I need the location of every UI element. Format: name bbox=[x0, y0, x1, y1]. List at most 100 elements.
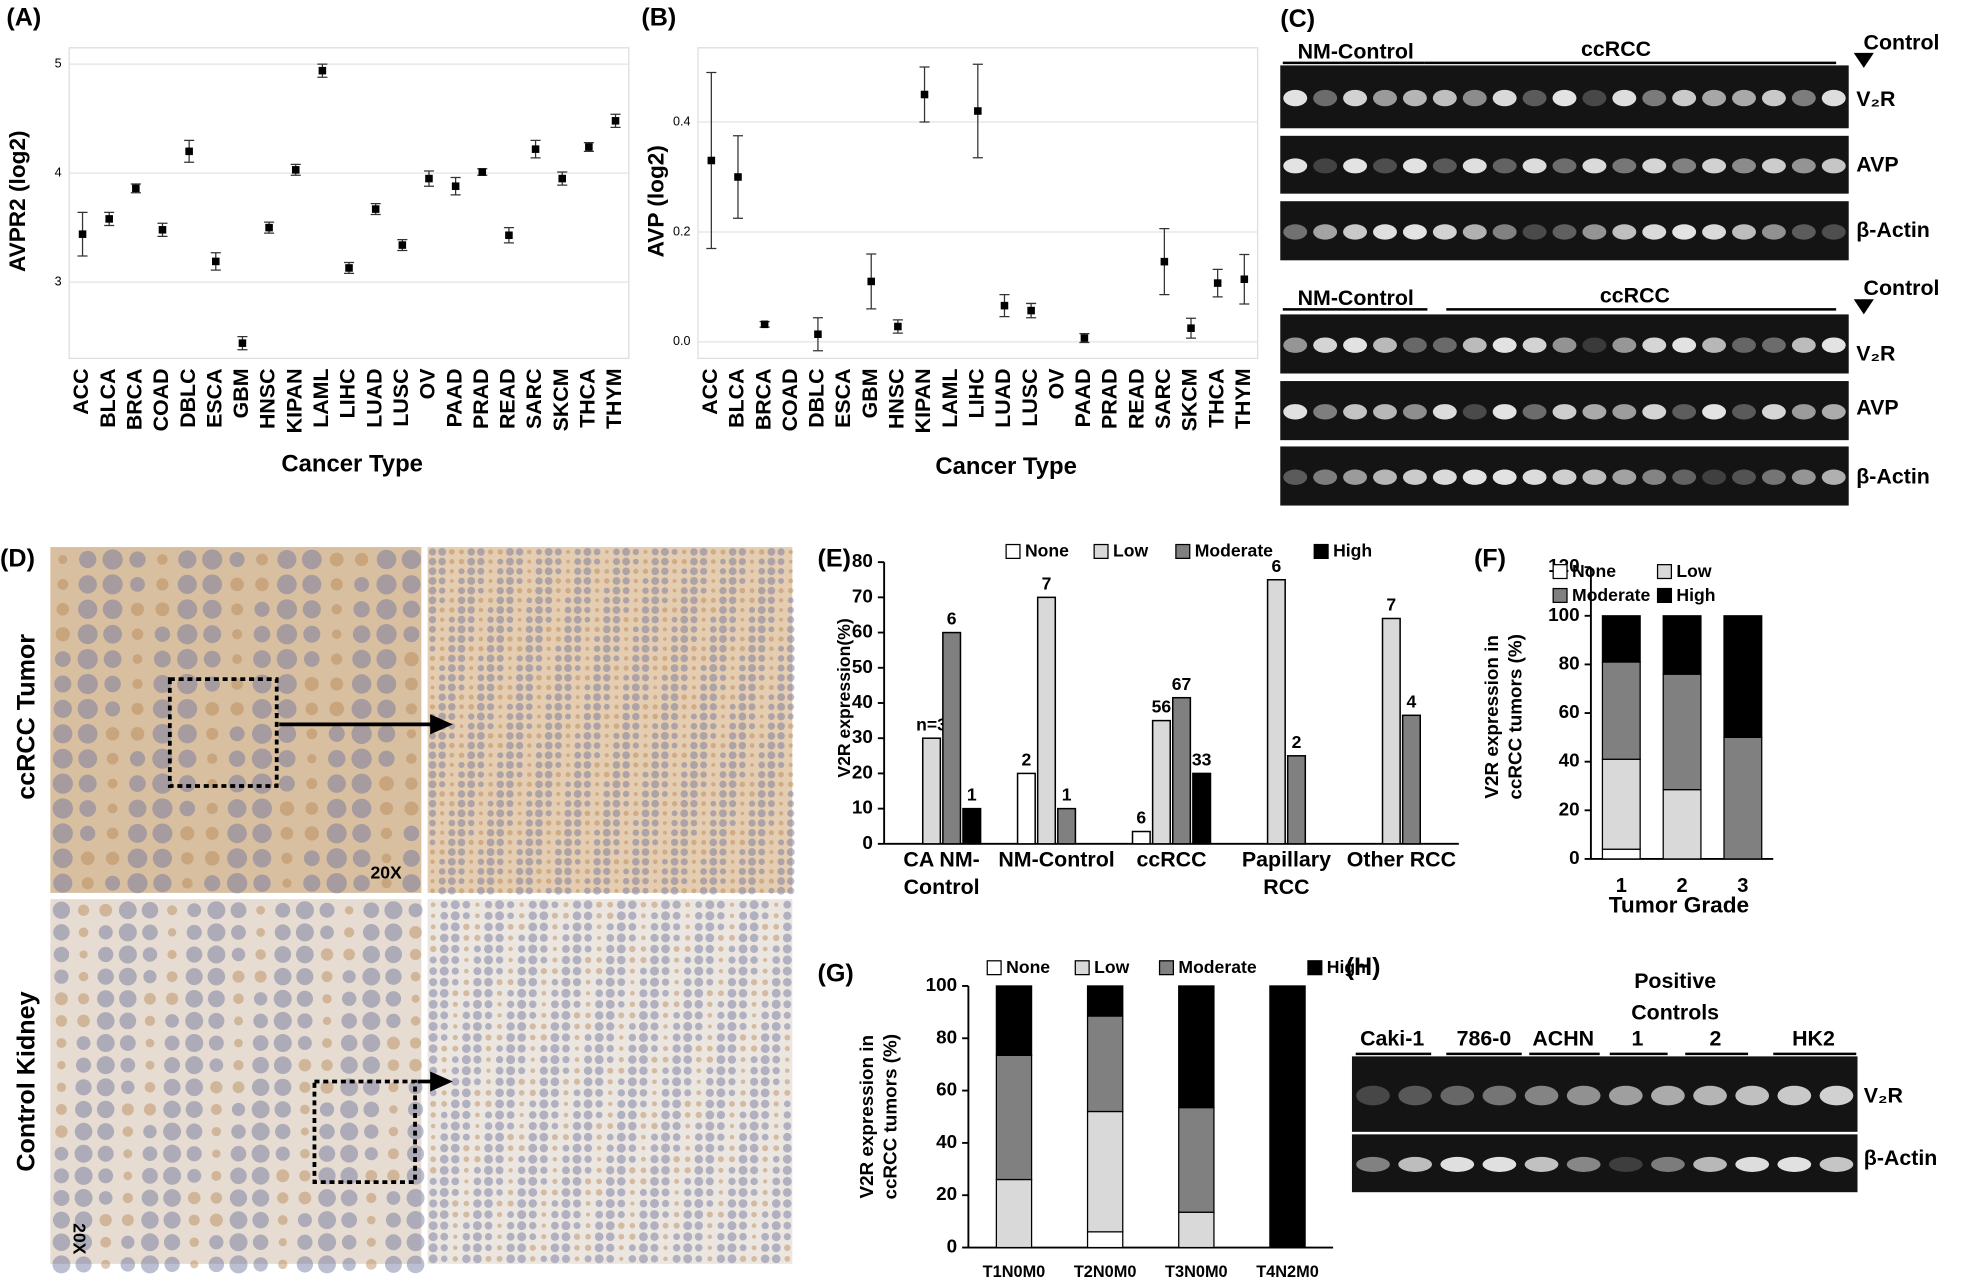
x-tick-label-box: ccRCC bbox=[1109, 846, 1235, 916]
point bbox=[1027, 307, 1035, 315]
point bbox=[132, 185, 140, 193]
bar-segment bbox=[1602, 759, 1640, 849]
bar-segment bbox=[1179, 1212, 1214, 1247]
legend-label: Low bbox=[1676, 561, 1711, 581]
x-tick-label: LAML bbox=[309, 368, 333, 427]
row-label: AVP bbox=[1856, 395, 1898, 419]
x-axis-label: Cancer Type bbox=[281, 451, 423, 478]
panel-label: (E) bbox=[817, 544, 851, 572]
x-tick-label: READ bbox=[496, 368, 520, 429]
legend-swatch bbox=[1658, 565, 1672, 579]
bar-segment bbox=[1663, 674, 1701, 789]
lane-group: ccRCC bbox=[1600, 283, 1670, 307]
y-tick-label: 3 bbox=[55, 274, 62, 288]
y-tick-label: 0 bbox=[1569, 847, 1580, 868]
y-tick-label: 0 bbox=[862, 832, 873, 853]
bar-segment bbox=[996, 986, 1031, 1055]
point bbox=[212, 258, 220, 266]
point bbox=[399, 241, 407, 249]
x-tick-label: LIHC bbox=[336, 368, 360, 418]
x-tick-label: BRCA bbox=[751, 368, 775, 430]
lane-group: NM-Control bbox=[1298, 286, 1414, 310]
lane-label: 2 bbox=[1709, 1027, 1721, 1051]
y-tick-label: 10 bbox=[852, 797, 873, 818]
y-axis-label: AVPR2 (log2) bbox=[5, 130, 30, 272]
bar-segment bbox=[1088, 1016, 1123, 1111]
y-axis-label: ccRCC tumors (%) bbox=[1505, 634, 1526, 800]
bar-segment bbox=[1663, 790, 1701, 859]
x-tick-label: 3 bbox=[1737, 875, 1748, 897]
x-tick-label: COAD bbox=[778, 368, 802, 431]
x-tick-label: PRAD bbox=[469, 368, 493, 429]
point bbox=[239, 339, 247, 347]
y-tick-label: 0.2 bbox=[673, 224, 690, 238]
x-tick-label: KIPAN bbox=[911, 368, 935, 433]
x-tick-label: OV bbox=[1044, 368, 1068, 400]
bar bbox=[1018, 773, 1036, 843]
x-tick-label: DBLC bbox=[805, 368, 829, 427]
legend-swatch bbox=[1658, 589, 1672, 603]
point bbox=[612, 117, 620, 125]
x-tick-label: COAD bbox=[149, 368, 173, 431]
legend-label: None bbox=[1572, 561, 1616, 581]
point bbox=[1187, 324, 1195, 332]
bar-segment bbox=[1663, 616, 1701, 674]
point bbox=[734, 173, 742, 181]
y-tick-label: 5 bbox=[55, 56, 62, 70]
x-tick-label: ESCA bbox=[202, 368, 226, 427]
bar-segment bbox=[1179, 1108, 1214, 1213]
y-tick-label: 50 bbox=[852, 656, 873, 677]
row-label: ccRCC Tumor bbox=[12, 634, 40, 800]
x-tick-label: SARC bbox=[1151, 368, 1175, 429]
row-label: AVP bbox=[1856, 153, 1898, 177]
x-axis-label: Cancer Type bbox=[935, 453, 1077, 480]
x-tick-label: BRCA bbox=[122, 368, 146, 430]
bar-annotation: 6 bbox=[1271, 556, 1281, 576]
bar bbox=[1288, 756, 1306, 844]
y-tick-label: 0.0 bbox=[673, 334, 690, 348]
y-tick-label: 60 bbox=[1559, 701, 1580, 722]
x-tick-label: T4N2M0 bbox=[1256, 1263, 1319, 1281]
legend-swatch bbox=[1160, 961, 1174, 975]
point bbox=[1241, 275, 1249, 283]
row-label: β-Actin bbox=[1856, 465, 1930, 489]
x-tick-label: ccRCC bbox=[1109, 846, 1235, 874]
bar bbox=[923, 738, 941, 844]
x-tick-label: Other RCC bbox=[1338, 846, 1464, 874]
y-tick-label: 80 bbox=[1559, 652, 1580, 673]
lane-group: ccRCC bbox=[1581, 37, 1651, 61]
bar-segment bbox=[1602, 849, 1640, 859]
bar-segment bbox=[1602, 662, 1640, 759]
point bbox=[558, 175, 566, 183]
bar-annotation: 6 bbox=[1136, 808, 1146, 828]
x-tick-label: LUSC bbox=[1018, 368, 1042, 426]
row-label: V₂R bbox=[1856, 87, 1895, 111]
x-tick-label: CA NM-Control bbox=[879, 846, 1005, 901]
legend-label: None bbox=[1006, 957, 1050, 977]
bar-annotation: 4 bbox=[1407, 691, 1417, 711]
x-tick-label: PAAD bbox=[1071, 368, 1095, 427]
x-tick-label: BLCA bbox=[725, 368, 749, 427]
y-axis-label: ccRCC tumors (%) bbox=[880, 1034, 901, 1200]
y-tick-label: 40 bbox=[936, 1131, 957, 1152]
x-tick-label: KIPAN bbox=[282, 368, 306, 433]
bar bbox=[1038, 597, 1056, 843]
y-tick-label: 0 bbox=[947, 1236, 958, 1257]
bar-segment bbox=[1270, 986, 1305, 1248]
point bbox=[372, 205, 380, 213]
y-tick-label: 60 bbox=[936, 1079, 957, 1100]
bar-segment bbox=[1088, 1112, 1123, 1232]
legend-label: Moderate bbox=[1178, 957, 1256, 977]
x-tick-label: SARC bbox=[522, 368, 546, 429]
bar bbox=[1193, 773, 1211, 843]
point bbox=[921, 91, 929, 99]
x-tick-label-box: Other RCC bbox=[1338, 846, 1464, 916]
bar-annotation: 1 bbox=[1062, 785, 1072, 805]
bar-annotation: 1 bbox=[967, 785, 977, 805]
lane-group: Positive bbox=[1634, 969, 1716, 993]
panel-label: (G) bbox=[817, 959, 853, 987]
lane-group: Control bbox=[1864, 31, 1940, 55]
panel-label: (D) bbox=[0, 544, 35, 572]
y-tick-label: 4 bbox=[55, 165, 62, 179]
